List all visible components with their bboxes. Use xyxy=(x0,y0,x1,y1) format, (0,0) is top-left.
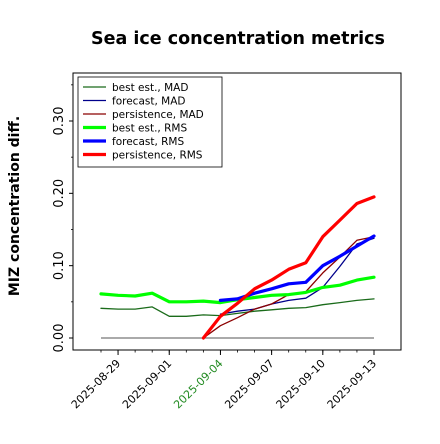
series-layer xyxy=(99,195,376,340)
chart-title: Sea ice concentration metrics xyxy=(91,29,385,49)
legend-box xyxy=(77,76,223,168)
x-tick-label: 2025-09-01 xyxy=(120,357,174,411)
series-line-persistence-rms xyxy=(201,195,376,340)
y-tick-label: 0.10 xyxy=(52,251,67,280)
legend-label-persistence-mad: persistence, MAD xyxy=(112,109,204,121)
x-tick-label: 2025-09-10 xyxy=(274,357,328,411)
x-tick-label: 2025-09-07 xyxy=(222,357,276,411)
y-tick-label: 0.30 xyxy=(52,107,67,136)
y-tick-label: 0.20 xyxy=(52,179,67,208)
x-axis: 2025-08-292025-09-012025-09-042025-09-07… xyxy=(69,350,379,411)
plot-frame xyxy=(72,72,402,351)
y-tick-label: 0.00 xyxy=(52,324,67,353)
x-tick-label: 2025-08-29 xyxy=(69,357,123,411)
series-line-best-est-mad xyxy=(100,298,375,317)
y-axis-label: MIZ concentration diff. xyxy=(7,116,23,296)
x-tick-label: 2025-09-04 xyxy=(171,357,225,411)
legend-label-best-est-mad: best est., MAD xyxy=(112,82,188,94)
x-tick-label: 2025-09-13 xyxy=(325,357,379,411)
legend-label-forecast-rms: forecast, RMS xyxy=(112,136,184,148)
legend-label-persistence-rms: persistence, RMS xyxy=(112,150,203,162)
legend-label-best-est-rms: best est., RMS xyxy=(112,123,187,135)
y-axis: 0.00 0.10 0.20 0.30 xyxy=(52,84,73,353)
legend-label-forecast-mad: forecast, MAD xyxy=(112,96,185,108)
series-line-forecast-mad xyxy=(219,237,375,315)
